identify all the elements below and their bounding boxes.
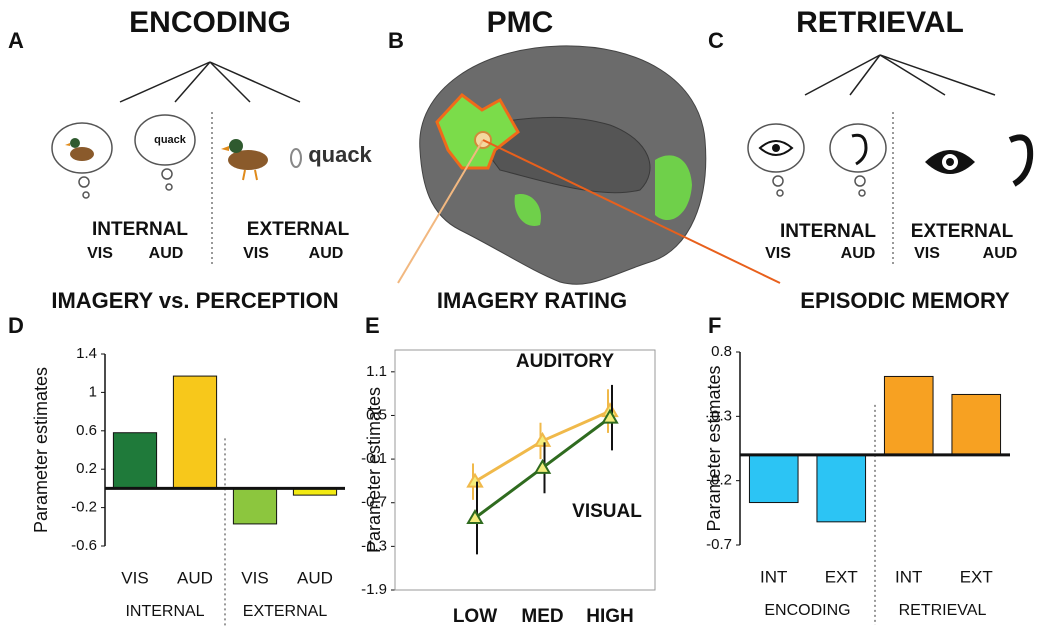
y-tick-label: 1.1 [366, 363, 387, 380]
group-label: RETRIEVAL [899, 602, 987, 619]
active-region [514, 194, 541, 226]
plot-frame [394, 349, 656, 591]
y-axis-label: Parameter estimates [31, 367, 51, 533]
item-label: AUD [309, 245, 344, 262]
y-axis-label: Parameter estimates [704, 365, 724, 531]
y-tick-label: -0.7 [706, 536, 732, 553]
group-label: EXTERNAL [243, 603, 328, 620]
group-label: INTERNAL [92, 219, 188, 240]
item-label: VIS [87, 245, 113, 262]
group-label: INTERNAL [780, 221, 876, 242]
y-tick-label: 0.6 [76, 422, 97, 439]
x-tick-label: INT [895, 567, 922, 586]
panel-letter: C [708, 28, 724, 53]
chart-title: EPISODIC MEMORY [800, 288, 1010, 313]
x-tick-label: INT [760, 567, 787, 586]
marker [601, 408, 619, 424]
x-tick-label: VIS [241, 568, 268, 587]
series-label: AUDITORY [516, 351, 615, 372]
y-tick-label: 0.5 [366, 406, 387, 423]
y-tick-label: -0.2 [706, 472, 732, 489]
sound-word: quack [154, 134, 187, 146]
x-tick-label: EXT [825, 567, 858, 586]
y-tick-label: -0.1 [361, 450, 387, 467]
x-tick-label: AUD [177, 568, 213, 587]
y-tick-label: 0.8 [711, 343, 732, 360]
sound-word: quack [308, 142, 372, 167]
connector [482, 139, 781, 284]
panel-letter: A [8, 28, 24, 53]
panel-title: ENCODING [129, 6, 291, 39]
y-tick-label: 1.4 [76, 345, 97, 362]
marker [466, 472, 484, 488]
panel-letter: F [708, 313, 721, 338]
item-label: AUD [149, 245, 184, 262]
chart-title: IMAGERY vs. PERCEPTION [51, 288, 338, 313]
panel-letter: E [365, 313, 380, 338]
panel-letter: D [8, 313, 24, 338]
y-tick-label: 0.2 [76, 460, 97, 477]
y-tick-label: -0.6 [71, 537, 97, 554]
thought-bubbles [51, 114, 196, 199]
item-label: VIS [243, 245, 269, 262]
panel-title: RETRIEVAL [796, 6, 964, 39]
marker [533, 431, 552, 447]
group-label: ENCODING [764, 602, 850, 619]
panel-b: B PMC [388, 6, 781, 285]
y-tick-label: -1.3 [361, 537, 387, 554]
bar [112, 432, 158, 489]
marker [466, 509, 484, 524]
y-tick-label: -1.9 [361, 581, 387, 598]
pmc-region [435, 92, 520, 170]
y-tick-label: -0.2 [71, 499, 97, 516]
marker [533, 458, 552, 474]
y-tick-label: 1 [89, 383, 97, 400]
bar [748, 454, 799, 504]
sense-icons [758, 133, 1034, 187]
item-label: VIS [914, 245, 940, 262]
item-label: AUD [983, 245, 1018, 262]
item-label: AUD [841, 245, 876, 262]
group-label: INTERNAL [125, 603, 204, 620]
panel-a: A ENCODING quack quack INTERNAL VIS AUD … [8, 6, 373, 265]
bar [951, 393, 1002, 456]
thought-bubbles [747, 123, 887, 197]
x-tick-label: EXT [960, 567, 993, 586]
fan-lines [119, 61, 301, 103]
item-label: VIS [765, 245, 791, 262]
y-tick-label: -0.7 [361, 494, 387, 511]
x-tick-label: AUD [297, 568, 333, 587]
panel-letter: B [388, 28, 404, 53]
x-tick-label: HIGH [586, 606, 634, 627]
connector [397, 139, 484, 284]
panel-title: PMC [487, 6, 554, 39]
group-label: EXTERNAL [911, 221, 1014, 242]
x-tick-label: VIS [121, 568, 148, 587]
x-tick-label: MED [521, 606, 563, 627]
x-tick-label: LOW [453, 606, 497, 627]
active-region [655, 155, 692, 221]
bar [172, 375, 218, 489]
y-tick-label: 0.3 [711, 407, 732, 424]
series-label: VISUAL [572, 501, 642, 522]
bar [883, 375, 934, 456]
fan-lines [804, 54, 996, 96]
y-axis-label: Parameter estimates [364, 387, 384, 553]
group-label: EXTERNAL [247, 219, 350, 240]
bar [816, 454, 867, 523]
panel-c: C RETRIEVAL INTERNAL VIS AUD EXTERNAL VI… [708, 6, 1034, 265]
chart-title: IMAGERY RATING [437, 288, 627, 313]
bar [232, 487, 278, 525]
duck-icons [65, 138, 302, 181]
